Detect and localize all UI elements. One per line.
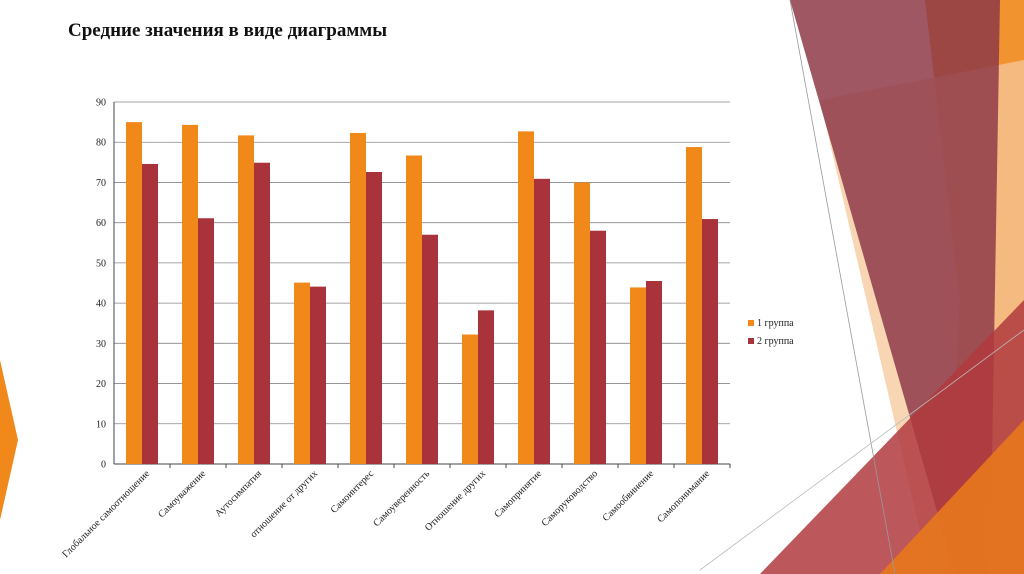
bar-2 (254, 162, 270, 465)
bar-2 (422, 234, 438, 464)
bar-2 (534, 178, 550, 464)
bar-1 (182, 124, 198, 464)
y-tick-label: 20 (96, 379, 106, 390)
x-category-label: Самопринятие (492, 468, 544, 520)
y-tick-label: 30 (96, 339, 106, 350)
deco-bottom-orange-wedge (880, 420, 1024, 574)
deco-left-orange-strip (0, 360, 18, 520)
bar-1 (462, 334, 478, 464)
legend-swatch-2 (748, 338, 754, 344)
bar-2 (142, 163, 158, 465)
y-tick-label: 80 (96, 138, 106, 149)
bar-1 (574, 182, 590, 464)
x-category-label: Самоуважение (156, 468, 208, 520)
legend-label-1: 1 группа (757, 318, 794, 329)
bar-1 (350, 132, 366, 464)
x-category-label: Самопонимание (655, 468, 712, 525)
x-category-label: Глобальное самоотношение (60, 468, 152, 560)
bar-1 (238, 135, 254, 464)
slide-title: Средние значения в виде диаграммы (68, 20, 388, 41)
deco-thin-line-1 (789, 0, 896, 574)
y-tick-label: 70 (96, 178, 106, 189)
bar-1 (518, 131, 534, 464)
x-category-label: Самоинтерес (329, 468, 377, 516)
bar-2 (366, 171, 382, 464)
y-tick-label: 90 (96, 98, 106, 109)
bar-1 (294, 282, 310, 464)
bar-1 (686, 147, 702, 464)
bar-2 (702, 219, 718, 464)
x-category-label: Самообвинение (601, 468, 657, 524)
y-tick-label: 50 (96, 258, 106, 269)
legend-label-2: 2 группа (757, 336, 794, 347)
legend-swatch-1 (748, 320, 754, 326)
bar-1 (126, 122, 142, 464)
y-tick-label: 40 (96, 299, 106, 310)
x-category-label: Самоуверенность (371, 468, 432, 529)
x-category-label: Отношение других (423, 468, 488, 533)
bar-1 (630, 287, 646, 464)
x-category-label: Саморуководство (540, 468, 601, 529)
bar-2 (646, 280, 662, 464)
x-category-label: Аутосимпатия (213, 468, 264, 519)
y-tick-label: 60 (96, 218, 106, 229)
y-tick-label: 10 (96, 419, 106, 430)
y-tick-label: 0 (101, 460, 106, 471)
bar-2 (478, 310, 494, 464)
bar-2 (310, 286, 326, 464)
bar-2 (198, 218, 214, 464)
bar-1 (406, 155, 422, 465)
deco-thin-line-2 (699, 329, 1024, 571)
bar-2 (590, 230, 606, 464)
